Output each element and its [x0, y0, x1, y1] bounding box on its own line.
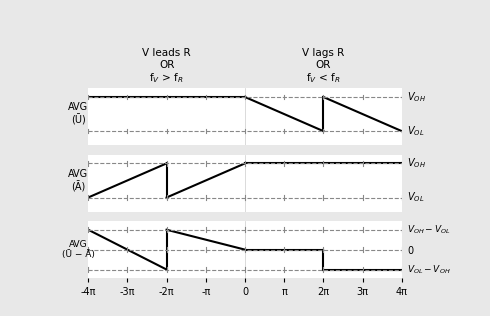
Text: $V_{OL}$: $V_{OL}$	[407, 124, 424, 138]
Text: V leads R
OR
f$_V$ > f$_R$: V leads R OR f$_V$ > f$_R$	[142, 48, 191, 85]
Text: $V_{OH}$: $V_{OH}$	[407, 156, 426, 170]
Text: V lags R
OR
f$_V$ < f$_R$: V lags R OR f$_V$ < f$_R$	[302, 48, 344, 85]
Text: $V_{OL} - V_{OH}$: $V_{OL} - V_{OH}$	[407, 263, 450, 276]
Text: AVG
(Ā): AVG (Ā)	[68, 169, 89, 192]
Text: $0$: $0$	[407, 244, 414, 256]
Text: $V_{OH}$: $V_{OH}$	[407, 90, 426, 104]
Text: $V_{OH} - V_{OL}$: $V_{OH} - V_{OL}$	[407, 223, 450, 236]
Text: AVG
(Ū − Ā): AVG (Ū − Ā)	[62, 240, 95, 259]
Text: $V_{OL}$: $V_{OL}$	[407, 191, 424, 204]
Text: AVG
(Ū): AVG (Ū)	[68, 102, 89, 126]
